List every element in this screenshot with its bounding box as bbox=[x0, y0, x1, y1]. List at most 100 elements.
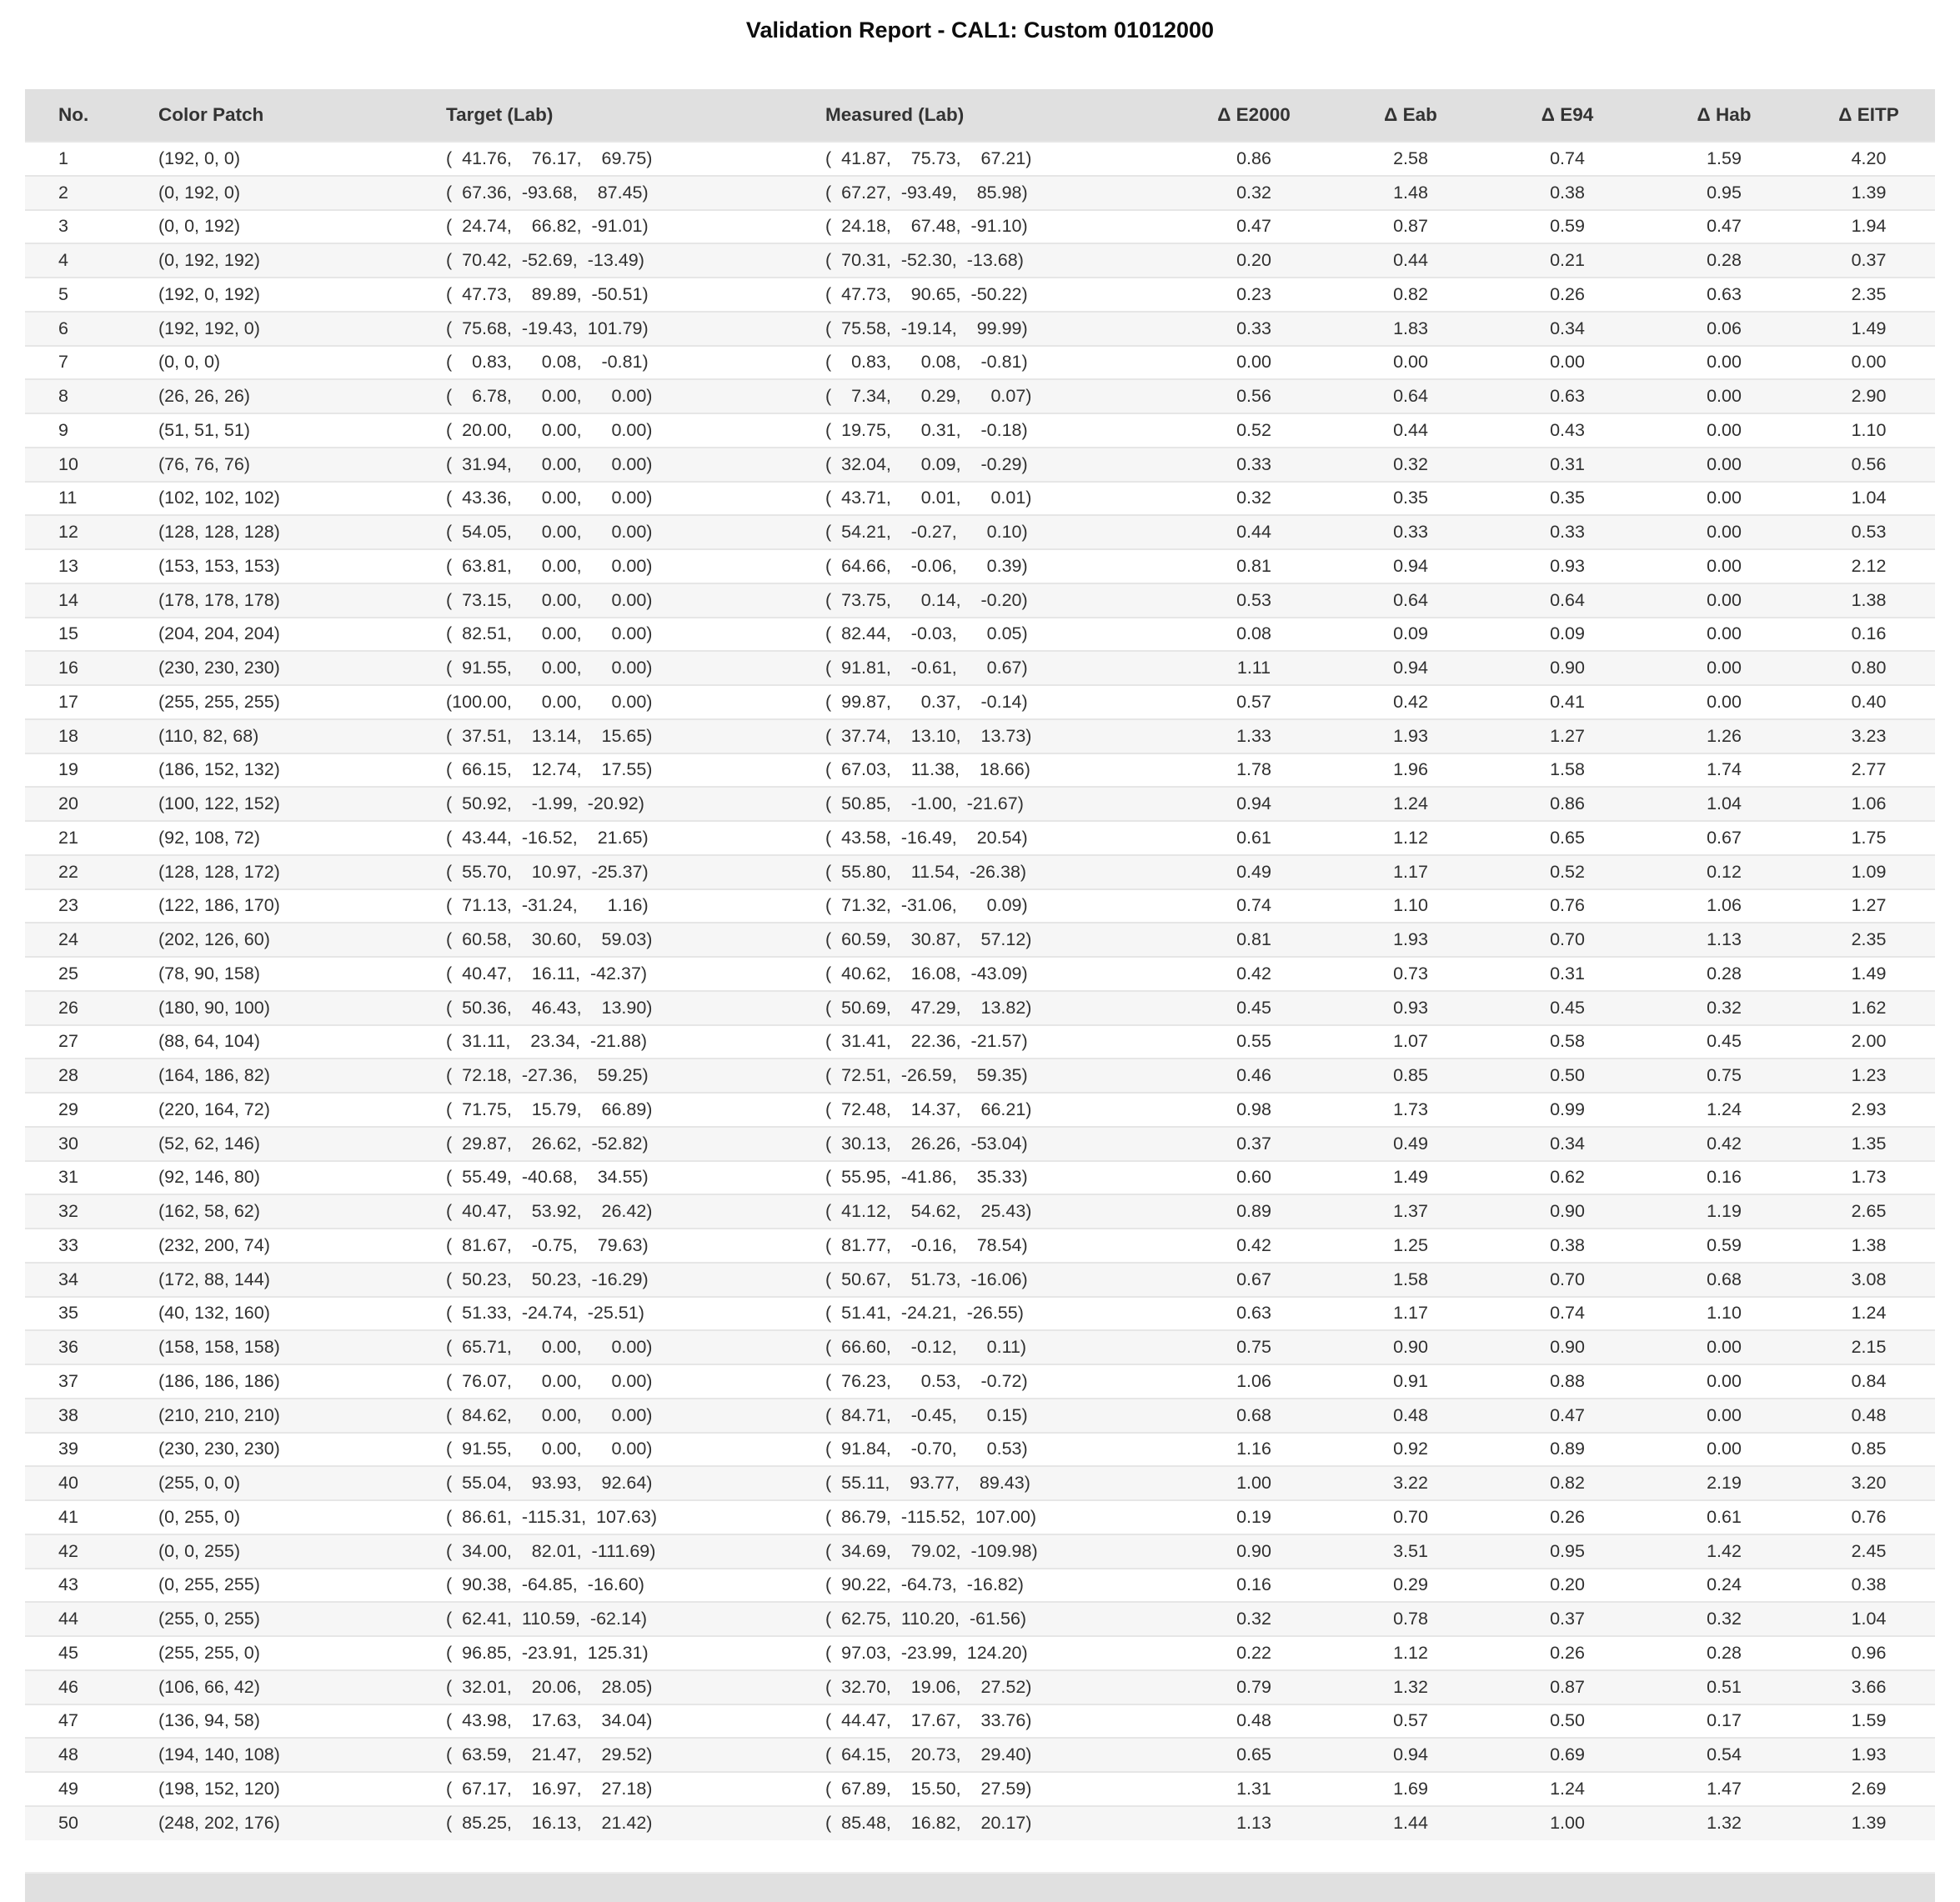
table-row: 39 (230, 230, 230) ( 91.55, 0.00, 0.00) … bbox=[25, 1431, 1935, 1467]
delta-e2000-cell: 0.42 bbox=[1175, 1228, 1332, 1263]
delta-e94-cell: 0.38 bbox=[1489, 174, 1646, 210]
delta-hab-cell: 0.95 bbox=[1646, 174, 1802, 210]
measured-lab-cell: ( 31.41, 22.36, -21.57) bbox=[796, 1024, 1175, 1059]
delta-eitp-cell: 1.24 bbox=[1802, 1295, 1935, 1331]
table-body: 1 (192, 0, 0) ( 41.76, 76.17, 69.75) ( 4… bbox=[25, 141, 1935, 1840]
color-patch-cell: (164, 186, 82) bbox=[133, 1058, 417, 1093]
delta-e94-cell: 0.31 bbox=[1489, 446, 1646, 482]
delta-e2000-cell: 1.31 bbox=[1175, 1771, 1332, 1806]
delta-e2000-cell: 0.89 bbox=[1175, 1194, 1332, 1229]
measured-lab-cell: ( 97.03, -23.99, 124.20) bbox=[796, 1635, 1175, 1670]
delta-e94-cell: 0.26 bbox=[1489, 277, 1646, 312]
delta-hab-cell: 1.13 bbox=[1646, 922, 1802, 957]
header-delta-e94: Δ E94 bbox=[1489, 89, 1646, 142]
delta-hab-cell: 1.47 bbox=[1646, 1771, 1802, 1806]
delta-eitp-cell: 1.49 bbox=[1802, 310, 1935, 346]
row-number-cell: 11 bbox=[25, 480, 133, 516]
table-row: 22 (128, 128, 172) ( 55.70, 10.97, -25.3… bbox=[25, 853, 1935, 889]
delta-e2000-cell: 0.98 bbox=[1175, 1092, 1332, 1127]
delta-e94-cell: 0.90 bbox=[1489, 650, 1646, 685]
row-number-cell: 42 bbox=[25, 1533, 133, 1569]
delta-eab-cell: 0.92 bbox=[1332, 1431, 1489, 1467]
row-number-cell: 45 bbox=[25, 1635, 133, 1670]
delta-eab-cell: 2.58 bbox=[1332, 141, 1489, 176]
delta-eab-cell: 1.32 bbox=[1332, 1669, 1489, 1704]
measured-lab-cell: ( 76.23, 0.53, -0.72) bbox=[796, 1364, 1175, 1399]
color-patch-cell: (186, 186, 186) bbox=[133, 1364, 417, 1399]
delta-hab-cell: 0.00 bbox=[1646, 582, 1802, 618]
delta-e94-cell: 0.09 bbox=[1489, 616, 1646, 652]
measured-lab-cell: ( 32.04, 0.09, -0.29) bbox=[796, 446, 1175, 482]
delta-eab-cell: 0.94 bbox=[1332, 1737, 1489, 1772]
delta-eab-cell: 3.51 bbox=[1332, 1533, 1489, 1569]
target-lab-cell: ( 55.49, -40.68, 34.55) bbox=[417, 1159, 796, 1195]
delta-e2000-cell: 0.90 bbox=[1175, 1533, 1332, 1569]
target-lab-cell: ( 50.23, 50.23, -16.29) bbox=[417, 1261, 796, 1297]
header-target-lab: Target (Lab) bbox=[417, 89, 796, 142]
delta-eitp-cell: 1.94 bbox=[1802, 208, 1935, 244]
target-lab-cell: ( 84.62, 0.00, 0.00) bbox=[417, 1397, 796, 1433]
color-patch-cell: (202, 126, 60) bbox=[133, 922, 417, 957]
row-number-cell: 16 bbox=[25, 650, 133, 685]
measured-lab-cell: ( 7.34, 0.29, 0.07) bbox=[796, 378, 1175, 413]
measured-lab-cell: ( 51.41, -24.21, -26.55) bbox=[796, 1295, 1175, 1331]
delta-e94-cell: 0.43 bbox=[1489, 413, 1646, 448]
row-number-cell: 17 bbox=[25, 684, 133, 719]
table-row: 48 (194, 140, 108) ( 63.59, 21.47, 29.52… bbox=[25, 1737, 1935, 1772]
row-number-cell: 10 bbox=[25, 446, 133, 482]
delta-hab-cell: 0.00 bbox=[1646, 344, 1802, 380]
color-patch-cell: (0, 0, 0) bbox=[133, 344, 417, 380]
color-patch-cell: (40, 132, 160) bbox=[133, 1295, 417, 1331]
delta-e2000-cell: 0.33 bbox=[1175, 446, 1332, 482]
row-number-cell: 21 bbox=[25, 820, 133, 855]
delta-eitp-cell: 2.77 bbox=[1802, 752, 1935, 788]
target-lab-cell: ( 90.38, -64.85, -16.60) bbox=[417, 1567, 796, 1603]
delta-eab-cell: 1.48 bbox=[1332, 174, 1489, 210]
delta-eitp-cell: 2.65 bbox=[1802, 1194, 1935, 1229]
delta-eab-cell: 0.91 bbox=[1332, 1364, 1489, 1399]
delta-e94-cell: 0.70 bbox=[1489, 1261, 1646, 1297]
row-number-cell: 41 bbox=[25, 1499, 133, 1534]
table-row: 30 (52, 62, 146) ( 29.87, 26.62, -52.82)… bbox=[25, 1125, 1935, 1161]
target-lab-cell: ( 63.81, 0.00, 0.00) bbox=[417, 548, 796, 583]
delta-e2000-cell: 1.13 bbox=[1175, 1804, 1332, 1840]
row-number-cell: 18 bbox=[25, 718, 133, 753]
table-header-row: No. Color Patch Target (Lab) Measured (L… bbox=[25, 89, 1935, 142]
measured-lab-cell: ( 34.69, 79.02, -109.98) bbox=[796, 1533, 1175, 1569]
target-lab-cell: ( 63.59, 21.47, 29.52) bbox=[417, 1737, 796, 1772]
row-number-cell: 48 bbox=[25, 1737, 133, 1772]
row-number-cell: 9 bbox=[25, 413, 133, 448]
delta-eab-cell: 1.12 bbox=[1332, 1635, 1489, 1670]
measured-lab-cell: ( 44.47, 17.67, 33.76) bbox=[796, 1703, 1175, 1739]
delta-hab-cell: 0.51 bbox=[1646, 1669, 1802, 1704]
delta-eitp-cell: 1.04 bbox=[1802, 480, 1935, 516]
color-patch-cell: (92, 108, 72) bbox=[133, 820, 417, 855]
delta-eitp-cell: 1.10 bbox=[1802, 413, 1935, 448]
measured-lab-cell: ( 66.60, -0.12, 0.11) bbox=[796, 1329, 1175, 1364]
delta-e2000-cell: 0.42 bbox=[1175, 956, 1332, 991]
delta-eitp-cell: 3.23 bbox=[1802, 718, 1935, 753]
color-patch-cell: (198, 152, 120) bbox=[133, 1771, 417, 1806]
delta-eitp-cell: 1.93 bbox=[1802, 1737, 1935, 1772]
measured-lab-cell: ( 55.95, -41.86, 35.33) bbox=[796, 1159, 1175, 1195]
color-patch-cell: (162, 58, 62) bbox=[133, 1194, 417, 1229]
delta-e94-cell: 0.50 bbox=[1489, 1058, 1646, 1093]
measured-lab-cell: ( 0.83, 0.08, -0.81) bbox=[796, 344, 1175, 380]
measured-lab-cell: ( 67.03, 11.38, 18.66) bbox=[796, 752, 1175, 788]
measured-lab-cell: ( 24.18, 67.48, -91.10) bbox=[796, 208, 1175, 244]
delta-eab-cell: 1.12 bbox=[1332, 820, 1489, 855]
table-row: 10 (76, 76, 76) ( 31.94, 0.00, 0.00) ( 3… bbox=[25, 446, 1935, 482]
measured-lab-cell: ( 91.84, -0.70, 0.53) bbox=[796, 1431, 1175, 1467]
delta-eab-cell: 0.49 bbox=[1332, 1125, 1489, 1161]
table-row: 27 (88, 64, 104) ( 31.11, 23.34, -21.88)… bbox=[25, 1024, 1935, 1059]
delta-hab-cell: 0.00 bbox=[1646, 1364, 1802, 1399]
target-lab-cell: ( 91.55, 0.00, 0.00) bbox=[417, 1431, 796, 1467]
title-bar: Validation Report - CAL1: Custom 0101200… bbox=[0, 0, 1960, 89]
target-lab-cell: ( 41.76, 76.17, 69.75) bbox=[417, 141, 796, 176]
delta-hab-cell: 0.00 bbox=[1646, 548, 1802, 583]
row-number-cell: 49 bbox=[25, 1771, 133, 1806]
delta-hab-cell: 0.54 bbox=[1646, 1737, 1802, 1772]
delta-e2000-cell: 0.48 bbox=[1175, 1703, 1332, 1739]
delta-hab-cell: 0.47 bbox=[1646, 208, 1802, 244]
table-row: 9 (51, 51, 51) ( 20.00, 0.00, 0.00) ( 19… bbox=[25, 413, 1935, 448]
